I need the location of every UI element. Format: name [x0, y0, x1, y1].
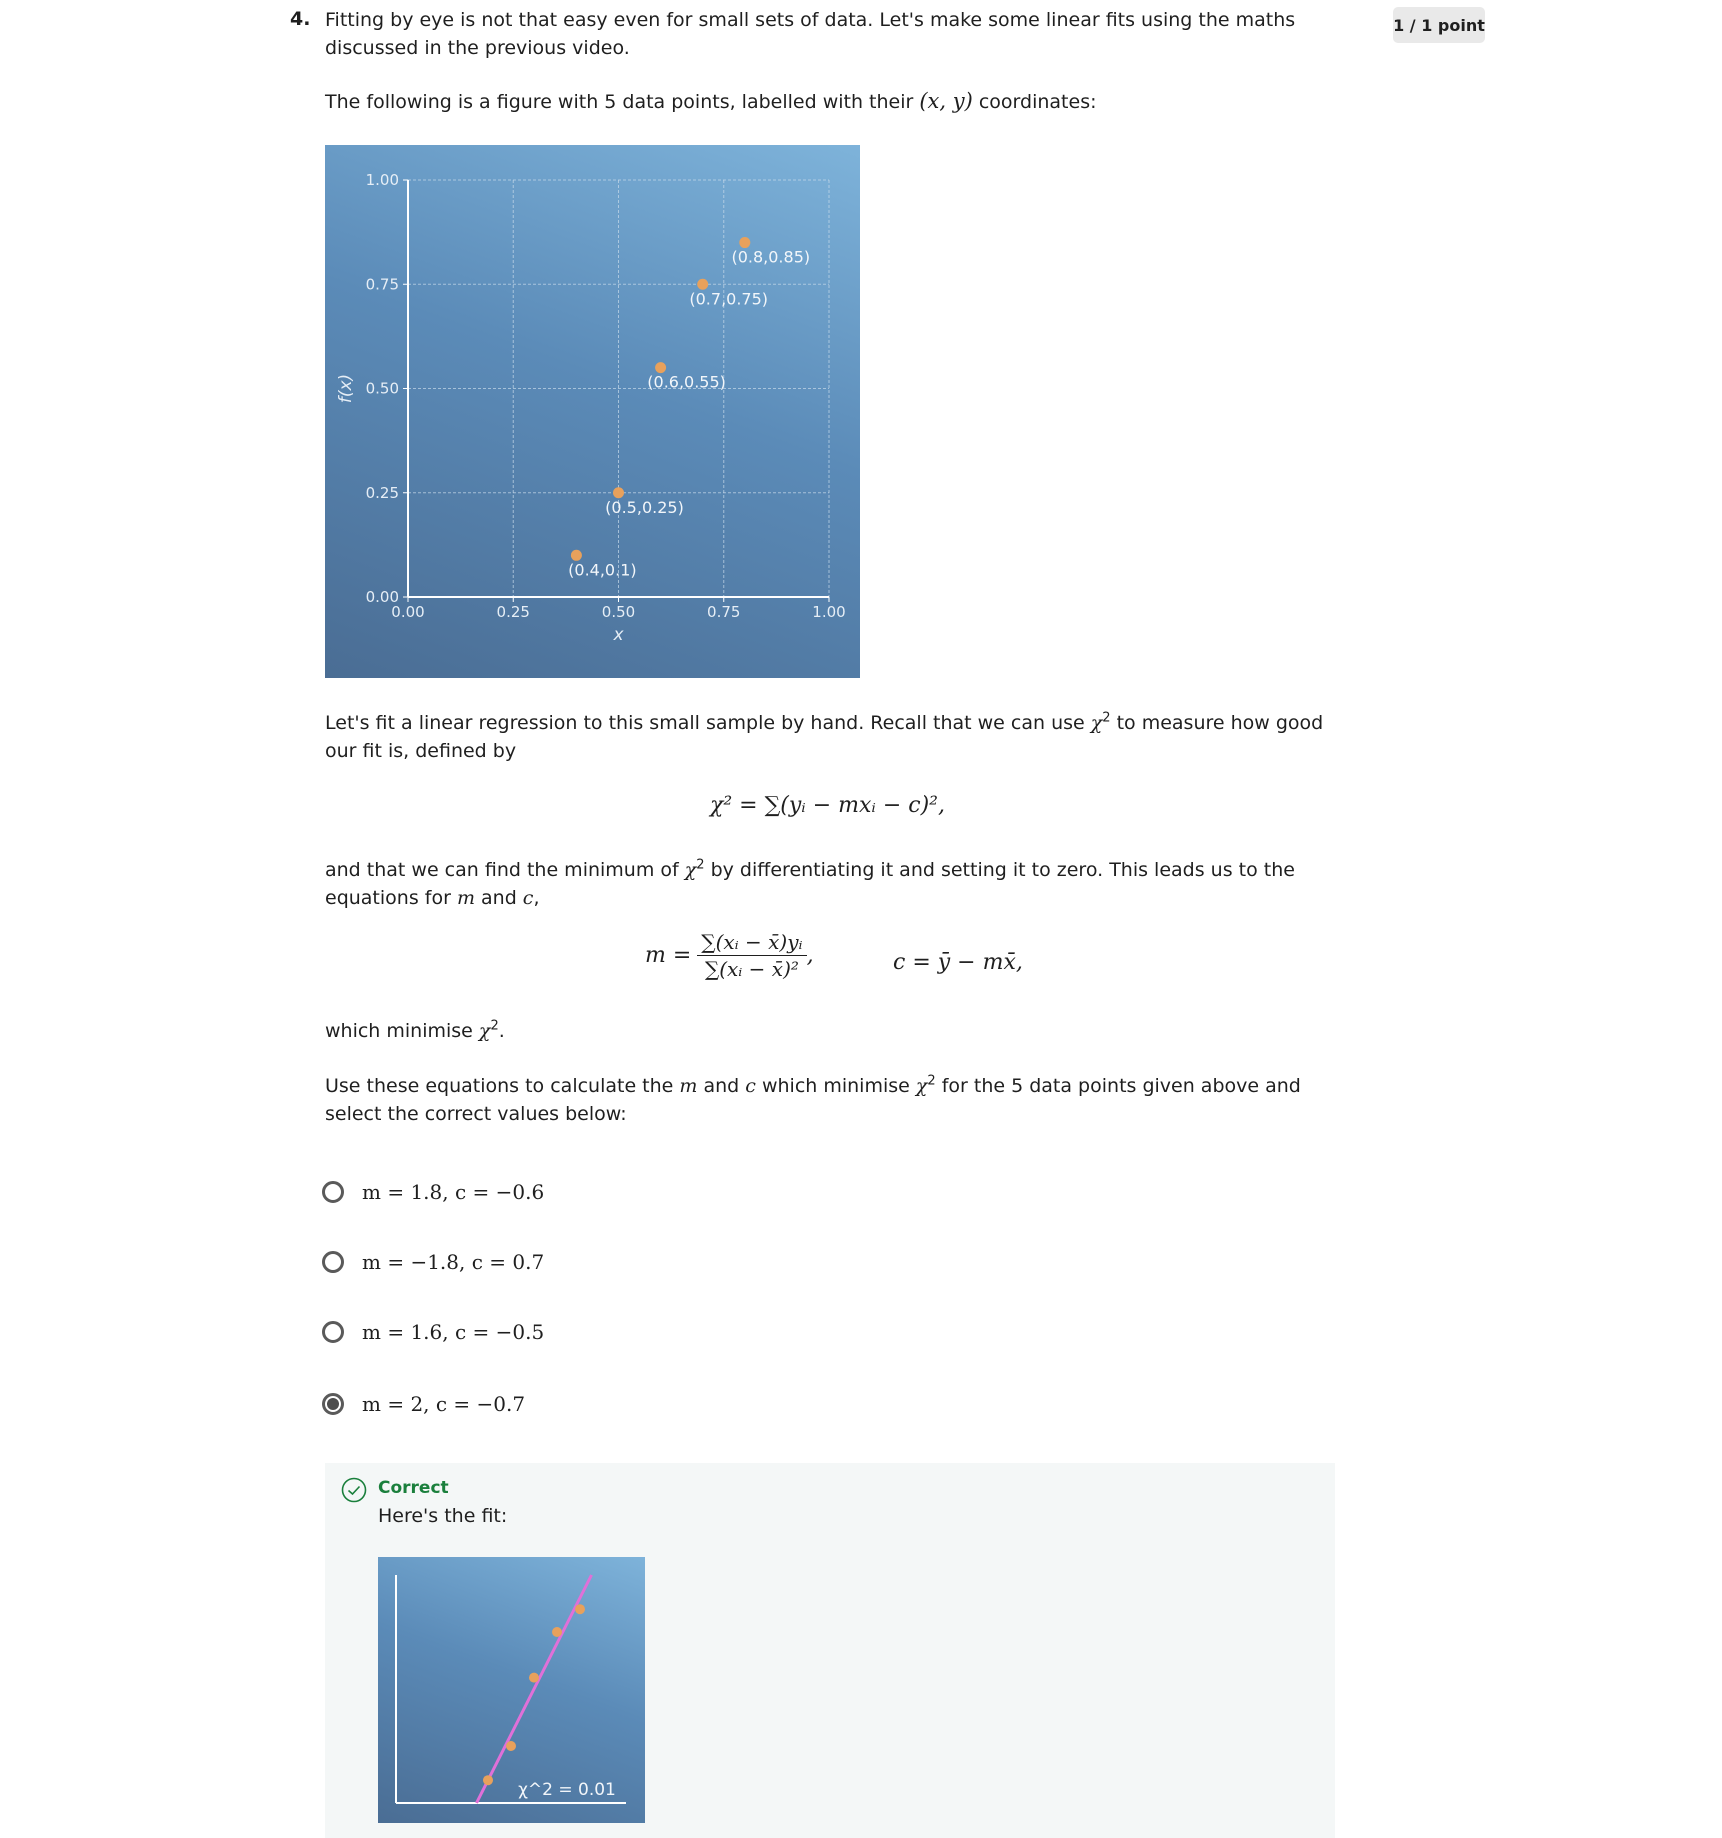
radio-button[interactable]: [322, 1181, 344, 1203]
chi-squared-equation: χ² = ∑(yᵢ − mxᵢ − c)²,: [710, 793, 945, 818]
point-label: (0.5,0.25): [605, 498, 684, 517]
x-tick-label: 0.25: [497, 603, 530, 621]
data-point: [575, 1604, 585, 1615]
data-point: [739, 237, 751, 249]
point-label: (0.6,0.55): [647, 373, 726, 392]
fit-chart: χ^2 = 0.01: [395, 1574, 626, 1804]
option-label: m = 1.6, c = −0.5: [362, 1320, 545, 1344]
feedback-status: Correct: [378, 1478, 449, 1498]
chi-squared-label: χ^2 = 0.01: [518, 1780, 616, 1800]
feedback-panel: Correct Here's the fit: χ^2 = 0.01: [325, 1463, 1335, 1838]
y-tick-label: 0.25: [366, 484, 399, 502]
y-tick-label: 0.00: [366, 588, 399, 606]
data-point: [697, 278, 709, 290]
scatter-chart: 0.000.00 0.25 0.25 0.50 0.50 0.75 0.75 1.00 1.00…: [336, 171, 846, 645]
y-tick-label: 1.00: [366, 171, 399, 189]
intercept-equation: c = ȳ − mx̄,: [893, 950, 1023, 975]
y-tick-label: 0.75: [366, 275, 399, 293]
radio-button[interactable]: [322, 1251, 344, 1273]
points-badge: 1 / 1 point: [1393, 7, 1485, 43]
data-point: [613, 487, 624, 499]
data-point: [506, 1741, 516, 1751]
x-axis-label: x: [612, 625, 624, 645]
point-label: (0.8,0.85): [731, 248, 810, 267]
fit-line: [475, 1574, 593, 1804]
minimum-text: and that we can find the minimum of χ2 b…: [325, 857, 1295, 909]
data-point: [552, 1627, 562, 1637]
y-axis-label: f(x): [336, 374, 356, 403]
figure-intro: The following is a figure with 5 data po…: [325, 89, 1097, 113]
scatter-figure: 0.00 0.00 0.25 0.25 0.50 0.50 0.75 0.75 1.00 1.00…: [325, 145, 860, 678]
option-2[interactable]: m = −1.8, c = 0.7: [322, 1250, 544, 1274]
instruction-text: Use these equations to calculate the m a…: [325, 1073, 1301, 1125]
data-point: [529, 1672, 539, 1683]
data-point: [570, 549, 582, 561]
question-number: 4.: [290, 8, 311, 30]
x-tick-label: 0.00: [391, 603, 424, 621]
option-3[interactable]: m = 1.6, c = −0.5: [322, 1320, 544, 1344]
fit-figure: χ^2 = 0.01: [378, 1557, 645, 1823]
x-tick-label: 0.75: [707, 603, 740, 621]
radio-button[interactable]: [322, 1321, 344, 1343]
option-label: m = −1.8, c = 0.7: [362, 1250, 545, 1274]
radio-button-selected[interactable]: [322, 1393, 344, 1415]
y-tick-label: 0.50: [366, 380, 399, 398]
option-1[interactable]: m = 1.8, c = −0.6: [322, 1180, 544, 1204]
x-tick-label: 1.00: [812, 603, 845, 621]
question-intro: Fitting by eye is not that easy even for…: [325, 9, 1296, 59]
slope-equation: m = ∑(xᵢ − x̄)yᵢ ∑(xᵢ − x̄)² ,: [645, 930, 814, 981]
option-label: m = 2, c = −0.7: [362, 1392, 526, 1416]
regression-intro: Let's fit a linear regression to this sm…: [325, 710, 1324, 762]
point-label: (0.7,0.75): [689, 289, 768, 308]
data-point: [483, 1775, 493, 1786]
radio-dot: [327, 1398, 339, 1410]
option-label: m = 1.8, c = −0.6: [362, 1180, 545, 1204]
point-label: (0.4,0.1): [568, 560, 636, 579]
feedback-message: Here's the fit:: [378, 1505, 508, 1527]
check-circle-icon: [341, 1477, 367, 1503]
option-4[interactable]: m = 2, c = −0.7: [322, 1392, 525, 1416]
x-tick-label: 0.50: [602, 603, 635, 621]
data-point: [655, 362, 667, 374]
minimise-text: which minimise χ2.: [325, 1018, 505, 1042]
